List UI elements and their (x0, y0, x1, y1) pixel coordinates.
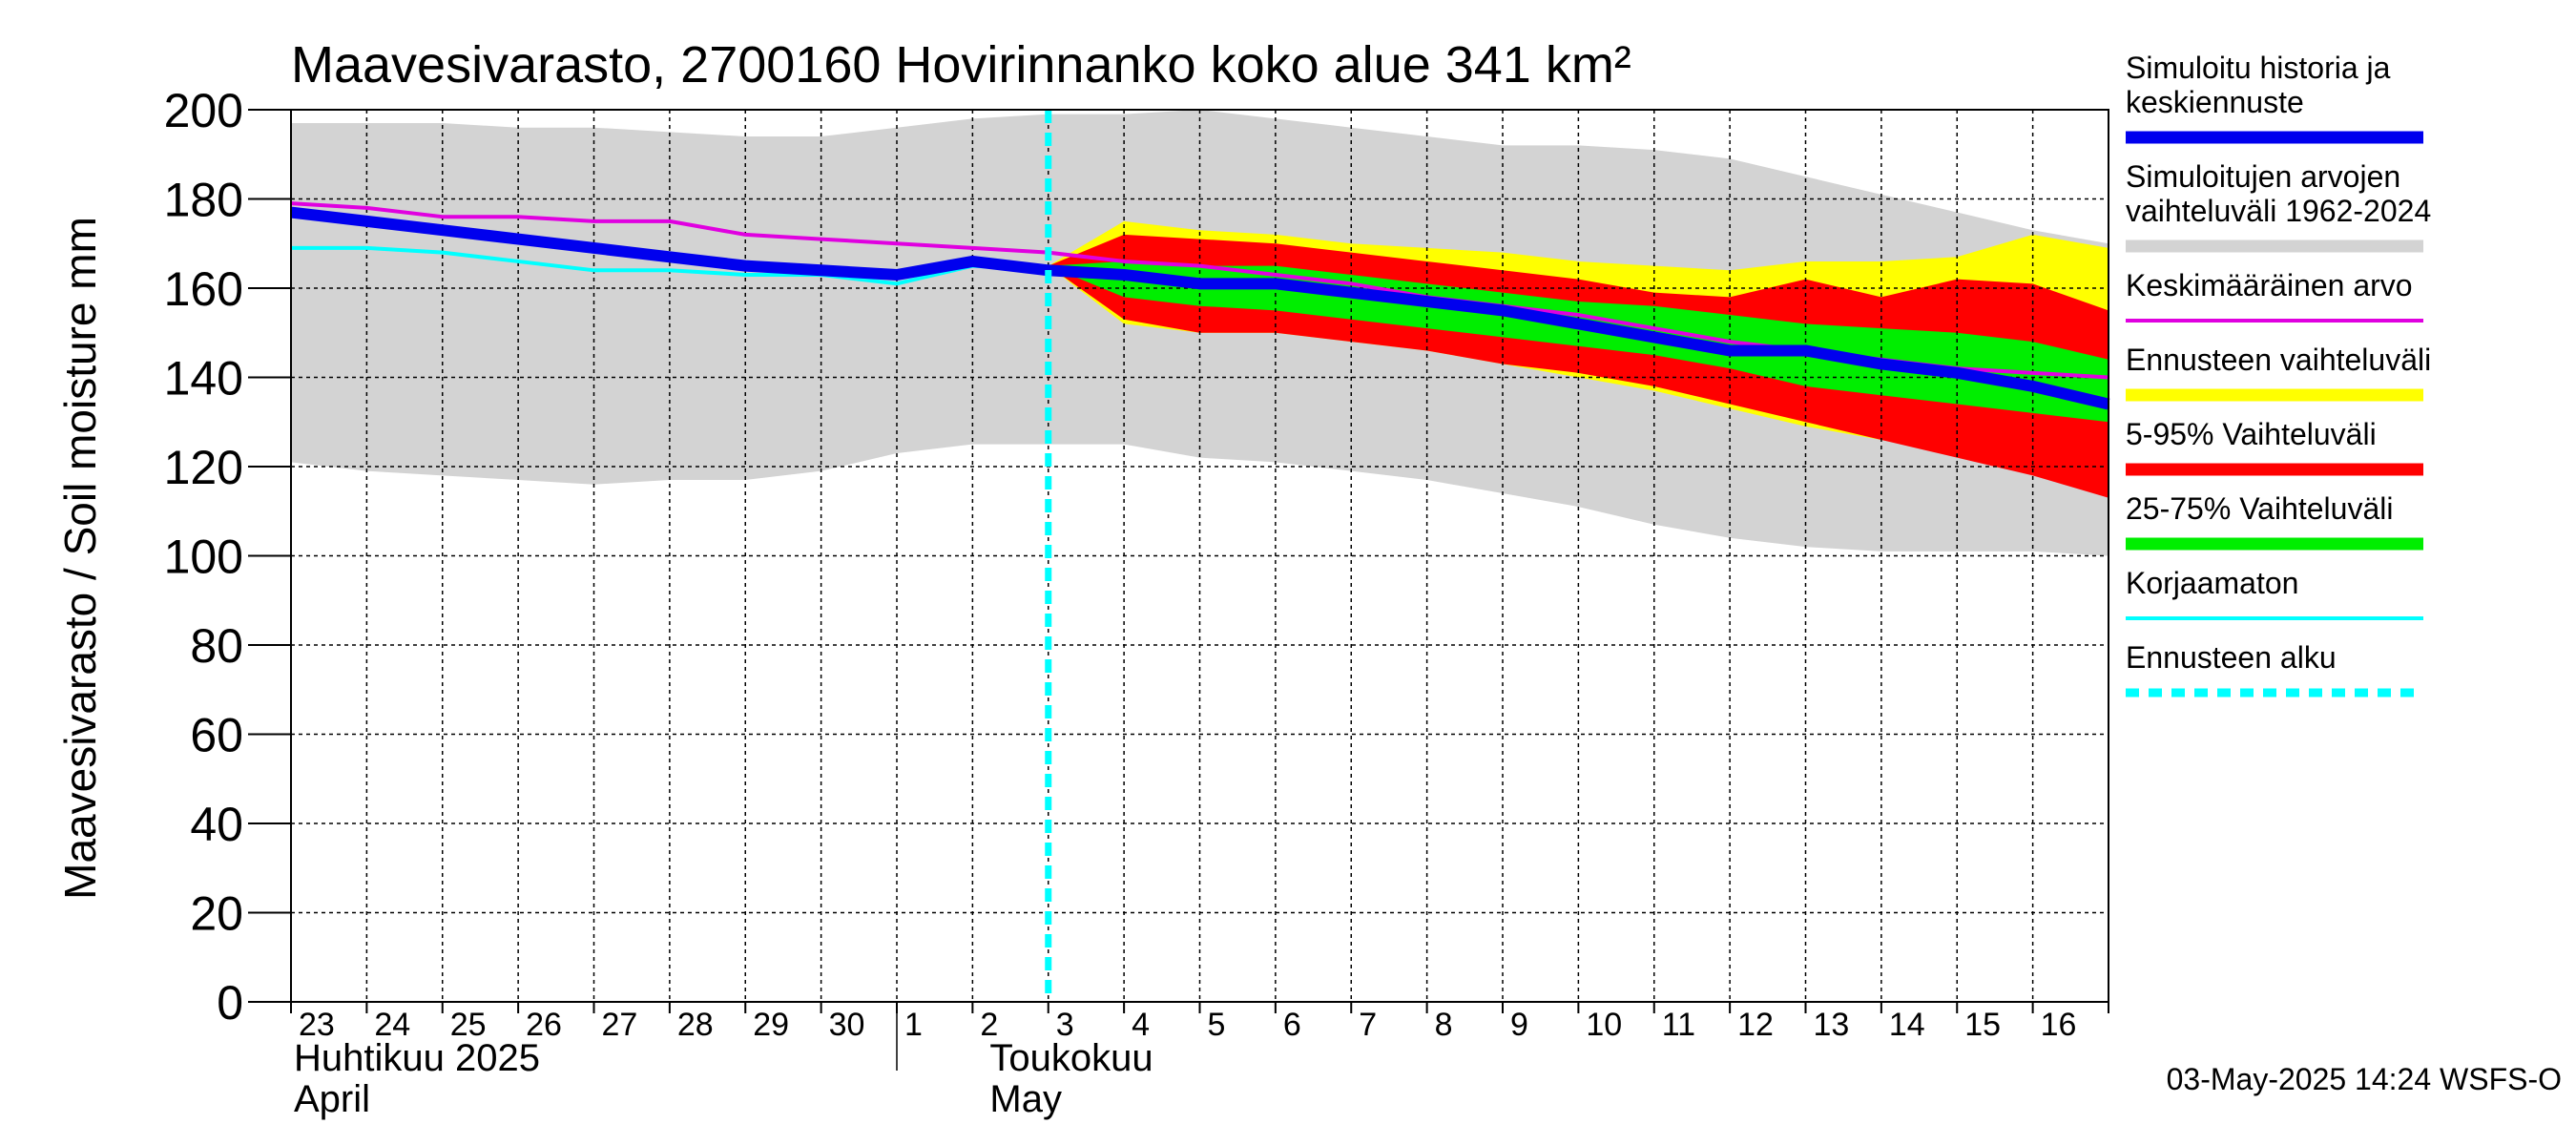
x-tick-label: 12 (1737, 1007, 1774, 1043)
y-tick-label: 60 (190, 709, 243, 762)
x-tick-label: 3 (1056, 1007, 1074, 1043)
month-label: Huhtikuu 2025 (294, 1037, 540, 1079)
y-tick-label: 20 (190, 887, 243, 941)
line-simuloitu (290, 206, 2110, 410)
x-tick-label: 28 (677, 1007, 714, 1043)
y-tick-label: 80 (190, 619, 243, 673)
x-tick-label: 16 (2041, 1007, 2077, 1043)
legend-label: keskiennuste (2126, 85, 2304, 119)
x-tick-label: 7 (1359, 1007, 1377, 1043)
x-tick-label: 8 (1435, 1007, 1453, 1043)
lines-layer (290, 110, 2110, 1002)
x-tick-label: 10 (1586, 1007, 1622, 1043)
y-tick-label: 120 (164, 441, 243, 494)
y-axis-label: Maavesivarasto / Soil moisture mm (55, 217, 105, 900)
legend-label: Korjaamaton (2126, 566, 2298, 600)
month-label-en: May (989, 1078, 1062, 1120)
month-label-en: April (294, 1078, 370, 1120)
legend-label: Simuloitu historia ja (2126, 51, 2391, 85)
x-tick-label: 6 (1283, 1007, 1301, 1043)
x-tick-label: 24 (374, 1007, 410, 1043)
timestamp: 03-May-2025 14:24 WSFS-O (2167, 1062, 2562, 1096)
x-tick-label: 29 (753, 1007, 789, 1043)
legend-label: 25-75% Vaihteluväli (2126, 491, 2393, 526)
x-tick-label: 15 (1964, 1007, 2001, 1043)
legend-label: Ennusteen alku (2126, 640, 2337, 675)
x-tick-label: 26 (526, 1007, 562, 1043)
y-tick-label: 160 (164, 262, 243, 316)
x-tick-label: 11 (1662, 1007, 1695, 1043)
legend-label: 5-95% Vaihteluväli (2126, 417, 2377, 451)
legend-label: Simuloitujen arvojen (2126, 159, 2400, 194)
x-tick-label: 25 (450, 1007, 487, 1043)
x-tick-label: 30 (829, 1007, 865, 1043)
line-korjaamaton (291, 245, 1049, 286)
x-tick-label: 23 (299, 1007, 335, 1043)
x-tick-label: 4 (1132, 1007, 1150, 1043)
chart-title: Maavesivarasto, 2700160 Hovirinnanko kok… (291, 36, 1631, 94)
y-tick-label: 180 (164, 174, 243, 227)
y-tick-label: 40 (190, 798, 243, 851)
x-tick-label: 13 (1814, 1007, 1850, 1043)
x-tick-label: 9 (1510, 1007, 1528, 1043)
month-label: Toukokuu (989, 1037, 1153, 1079)
legend-label: vaihteluväli 1962-2024 (2126, 194, 2431, 228)
x-tick-label: 5 (1208, 1007, 1226, 1043)
y-tick-label: 200 (164, 84, 243, 137)
y-tick-label: 100 (164, 531, 243, 584)
legend-label: Ennusteen vaihteluväli (2126, 343, 2431, 377)
legend-label: Keskimääräinen arvo (2126, 268, 2413, 302)
x-tick-label: 2 (980, 1007, 998, 1043)
y-tick-label: 0 (217, 976, 243, 1030)
x-tick-label: 27 (602, 1007, 638, 1043)
x-tick-label: 14 (1889, 1007, 1925, 1043)
y-tick-label: 140 (164, 352, 243, 406)
x-tick-label: 1 (904, 1007, 923, 1043)
